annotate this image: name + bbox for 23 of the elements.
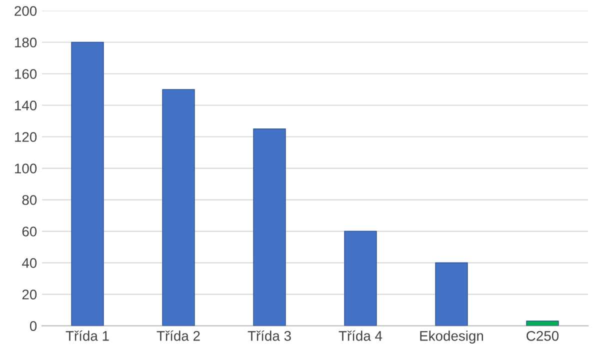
x-tick-label: C250 (526, 331, 559, 341)
bar (526, 320, 559, 326)
x-tick-label: Ekodesign (420, 330, 484, 344)
bar (435, 262, 468, 326)
x-tick-label: Třída 3 (248, 330, 291, 341)
bar (253, 128, 286, 326)
y-tick-label: 200 (14, 6, 37, 16)
y-tick-label: 120 (15, 132, 37, 142)
bar (162, 89, 195, 326)
x-tick-label: Třída 4 (338, 330, 382, 341)
y-tick-label: 80 (22, 195, 37, 205)
y-tick-label: 160 (15, 69, 37, 79)
y-tick-label: 100 (15, 164, 37, 174)
x-tick-label: Třída 1 (66, 330, 109, 341)
y-tick-label: 0 (30, 321, 37, 331)
y-tick-label: 20 (22, 290, 37, 300)
bar (71, 42, 104, 326)
y-tick-label: 40 (22, 258, 37, 268)
x-tick-label: Třída 2 (156, 330, 200, 341)
bar (344, 230, 377, 326)
y-tick-label: 180 (15, 38, 37, 48)
y-tick-label: 140 (15, 100, 37, 110)
y-tick-label: 60 (22, 226, 37, 236)
